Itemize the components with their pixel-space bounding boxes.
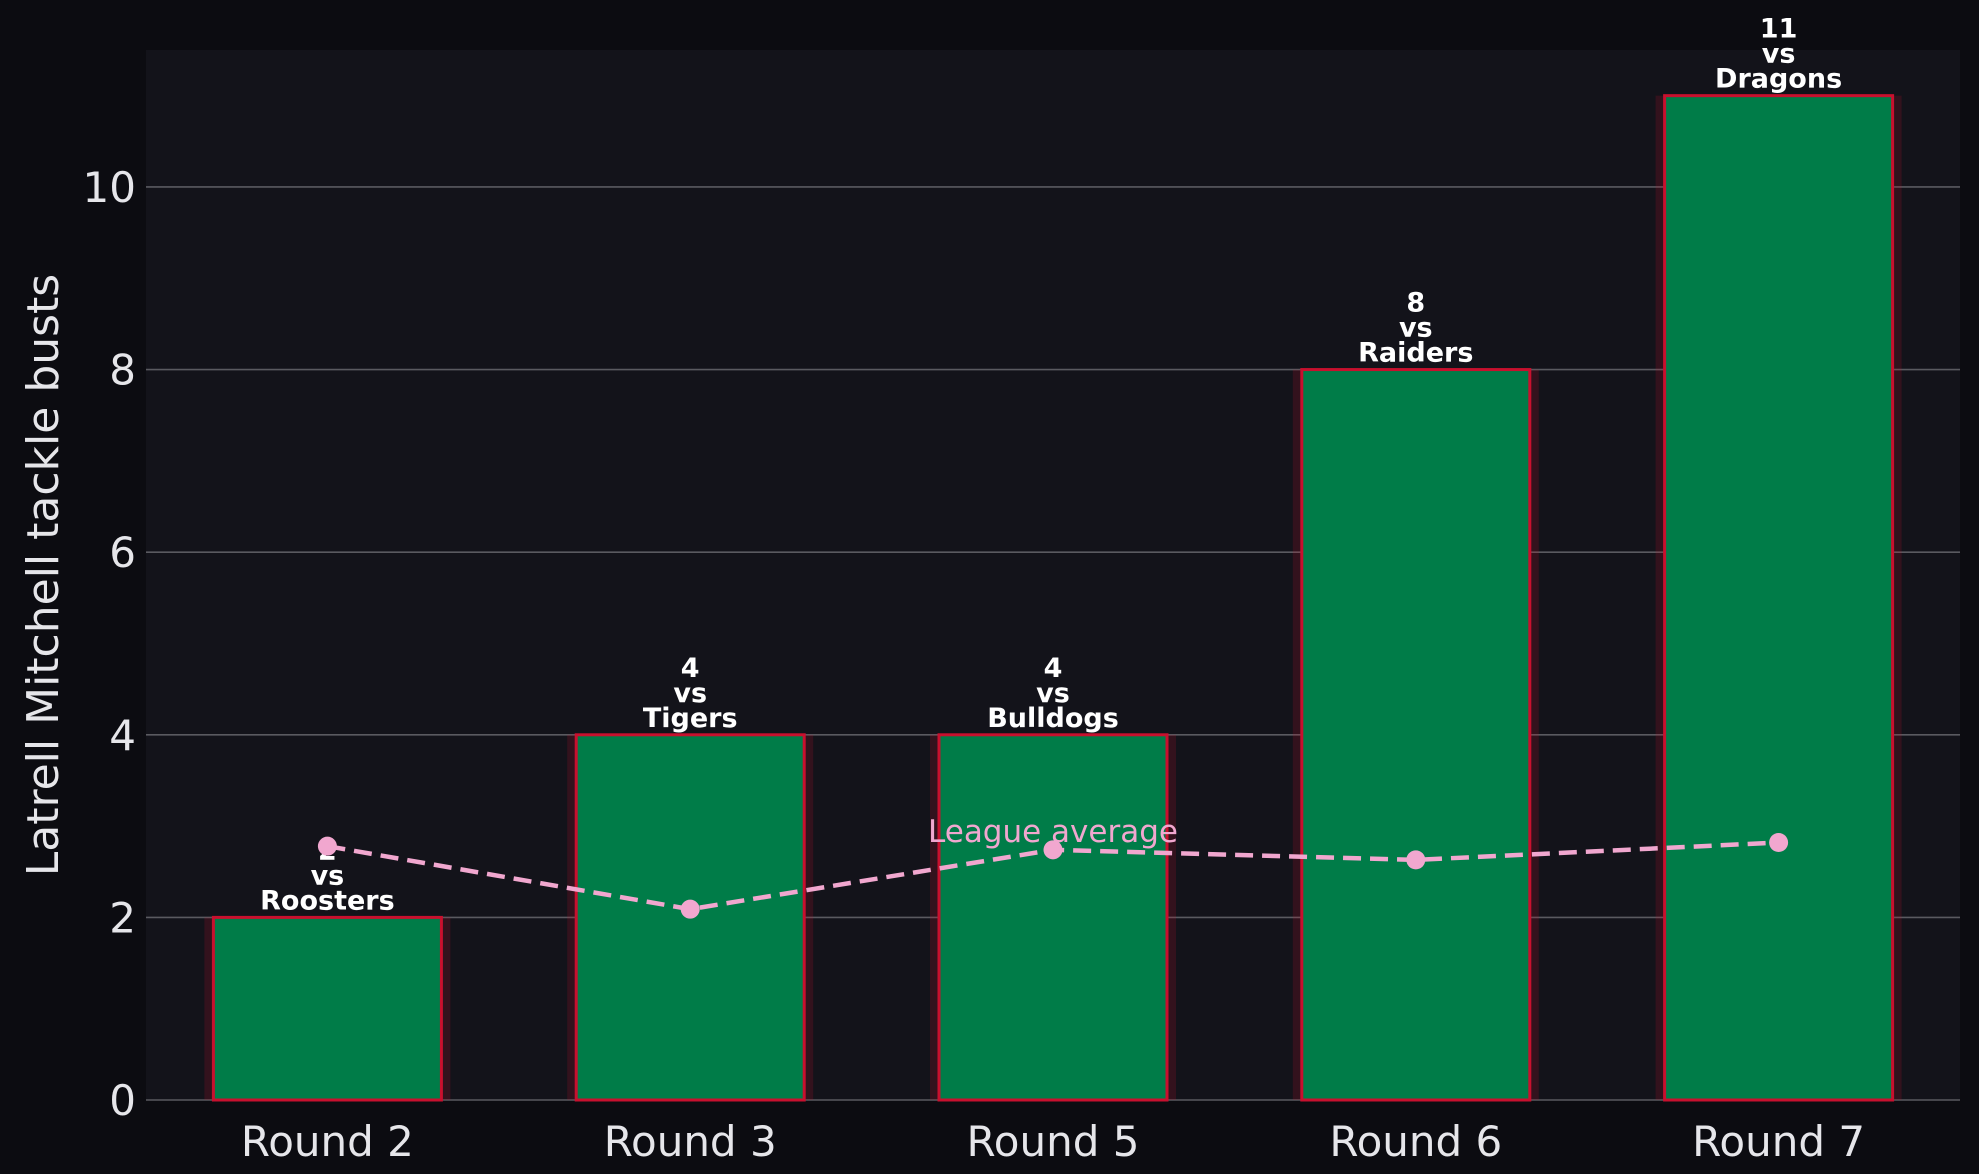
y-tick-label: 6 (109, 528, 136, 577)
bars (204, 94, 1902, 1102)
y-tick-label: 8 (109, 346, 136, 395)
league-average-point (1043, 840, 1063, 860)
bar-value-label: Raiders (1358, 338, 1473, 369)
bar-value-label: 4 (1044, 653, 1063, 684)
bar-value-label: 11 (1760, 14, 1798, 45)
y-tick-label: 10 (83, 163, 136, 212)
x-tick-label: Round 6 (1329, 1117, 1502, 1166)
bar-value-label: vs (1036, 678, 1070, 709)
bar-round-5 (937, 733, 1169, 1102)
league-average-line: League average (317, 814, 1789, 919)
bar-value-label: vs (1762, 39, 1796, 70)
bar-value-label: Roosters (260, 885, 395, 916)
league-average-point (1406, 850, 1426, 870)
bar-labels: 2vsRoosters4vsTigers4vsBulldogs8vsRaider… (260, 14, 1842, 917)
bar-value-label: vs (1399, 313, 1433, 344)
y-tick-label: 2 (109, 893, 136, 942)
x-tick-label: Round 5 (967, 1117, 1140, 1166)
y-axis-title: Latrell Mitchell tackle busts (18, 274, 69, 876)
y-axis-ticks: 0 2 4 6 8 10 (83, 163, 136, 1125)
bar-value-label: vs (311, 860, 345, 891)
league-average-point (317, 836, 337, 856)
bar-value-label: vs (673, 678, 707, 709)
x-axis-ticks: Round 2 Round 3 Round 5 Round 6 Round 7 (241, 1117, 1865, 1166)
league-average-point (680, 899, 700, 919)
league-average-point (1769, 833, 1789, 853)
bar-value-label: Dragons (1715, 64, 1842, 95)
bar-value-label: Tigers (643, 703, 738, 734)
bar-value-label: Bulldogs (987, 703, 1119, 734)
x-tick-label: Round 7 (1692, 1117, 1865, 1166)
bar-value-label: 4 (681, 653, 700, 684)
bar-round-2 (211, 915, 443, 1102)
bar-round-6 (1300, 368, 1532, 1102)
x-tick-label: Round 3 (604, 1117, 777, 1166)
y-tick-label: 4 (109, 711, 136, 760)
x-tick-label: Round 2 (241, 1117, 414, 1166)
bar-value-label: 8 (1406, 288, 1425, 319)
y-tick-label: 0 (109, 1076, 136, 1125)
bar-round-7 (1663, 94, 1895, 1102)
league-average-label: League average (928, 814, 1178, 850)
